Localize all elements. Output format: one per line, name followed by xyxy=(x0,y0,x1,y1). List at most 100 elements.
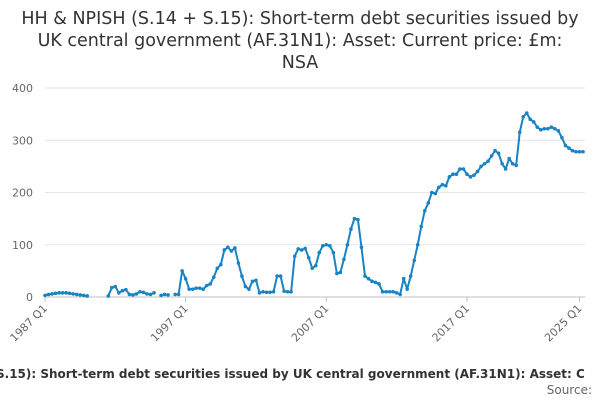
data-point xyxy=(335,271,339,276)
data-point xyxy=(64,291,68,295)
data-point xyxy=(458,167,462,171)
data-point xyxy=(370,279,374,284)
data-point xyxy=(289,289,293,294)
y-tick-label: 300 xyxy=(12,134,33,147)
data-point xyxy=(296,247,300,251)
data-point xyxy=(384,289,388,294)
data-point xyxy=(426,201,431,205)
data-point xyxy=(85,294,89,298)
data-point xyxy=(317,250,322,255)
data-point xyxy=(247,287,251,291)
data-point xyxy=(285,289,290,294)
x-tick-label: 2007 Q1 xyxy=(289,302,332,345)
data-point xyxy=(320,244,325,248)
data-point xyxy=(472,173,476,178)
data-point xyxy=(117,291,121,295)
data-point xyxy=(465,172,469,177)
data-point xyxy=(190,287,195,291)
x-tick-label: 2025 Q1 xyxy=(542,302,585,345)
data-point xyxy=(430,190,434,195)
data-point xyxy=(394,291,399,295)
data-point xyxy=(482,161,487,166)
data-point xyxy=(43,293,47,298)
y-axis: 0 100 200 300 400 xyxy=(12,82,33,304)
data-point xyxy=(535,125,540,129)
data-point xyxy=(306,256,311,260)
data-point xyxy=(124,287,128,292)
data-point xyxy=(468,175,473,179)
data-point xyxy=(563,143,568,148)
data-point xyxy=(229,249,234,253)
data-point xyxy=(183,276,188,281)
data-point xyxy=(134,292,139,296)
data-point xyxy=(517,130,522,135)
data-point xyxy=(528,117,533,122)
data-point xyxy=(549,125,554,129)
x-axis: 1987 Q1 1997 Q1 2007 Q1 2017 Q1 2025 Q1 xyxy=(8,297,585,344)
data-point xyxy=(81,293,86,298)
data-point xyxy=(359,245,364,250)
data-point xyxy=(113,284,118,289)
data-point xyxy=(454,172,459,177)
data-point xyxy=(496,151,501,156)
data-point xyxy=(131,293,135,297)
data-point xyxy=(577,149,582,154)
data-point xyxy=(313,263,318,268)
data-point xyxy=(405,287,409,291)
data-point xyxy=(243,284,248,289)
data-point xyxy=(264,290,269,295)
data-point xyxy=(338,270,343,275)
data-point xyxy=(349,227,353,231)
data-point xyxy=(303,246,308,251)
data-point xyxy=(271,289,276,294)
data-point xyxy=(268,290,272,295)
data-point xyxy=(60,291,65,295)
data-point xyxy=(197,286,202,290)
data-point xyxy=(78,293,82,297)
data-point xyxy=(187,287,191,291)
data-point xyxy=(208,282,213,286)
data-point xyxy=(219,262,223,267)
data-point xyxy=(521,114,526,119)
data-point xyxy=(120,288,125,293)
data-point xyxy=(328,244,332,248)
data-point xyxy=(542,126,547,131)
data-point xyxy=(451,172,455,177)
data-point xyxy=(510,161,515,166)
data-point xyxy=(67,291,72,296)
data-point xyxy=(553,126,557,131)
data-point xyxy=(275,274,279,278)
data-point xyxy=(461,167,466,171)
data-point xyxy=(236,261,241,265)
data-point xyxy=(514,163,518,168)
data-point xyxy=(401,276,406,281)
data-point xyxy=(201,287,206,291)
data-point xyxy=(489,154,494,158)
data-point xyxy=(110,285,114,290)
data-point xyxy=(507,156,511,161)
data-point xyxy=(433,191,438,196)
data-point xyxy=(444,183,448,188)
data-point xyxy=(211,275,216,279)
data-point xyxy=(380,289,385,294)
data-point xyxy=(176,292,181,297)
data-point xyxy=(204,283,209,288)
data-point xyxy=(391,289,395,294)
data-point xyxy=(226,245,230,250)
y-tick-label: 100 xyxy=(12,239,33,252)
data-point xyxy=(408,274,413,278)
data-point xyxy=(152,291,156,295)
data-point xyxy=(166,293,170,297)
data-point xyxy=(53,291,58,296)
data-point xyxy=(546,126,550,131)
data-point xyxy=(422,208,427,213)
data-point xyxy=(162,292,167,297)
data-point xyxy=(475,169,480,174)
data-point xyxy=(310,266,315,271)
data-point xyxy=(500,161,504,166)
data-point xyxy=(531,120,536,124)
data-point xyxy=(138,289,142,294)
data-point xyxy=(250,279,255,284)
x-tick-label: 1987 Q1 xyxy=(8,302,51,345)
data-point xyxy=(106,294,111,298)
